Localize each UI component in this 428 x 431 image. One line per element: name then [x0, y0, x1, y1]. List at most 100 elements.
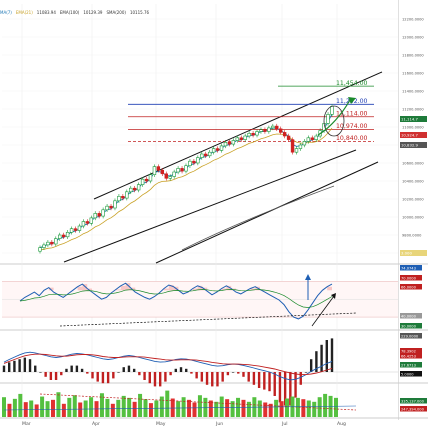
candle-down[interactable]	[144, 178, 149, 182]
candle-down[interactable]	[192, 160, 196, 164]
trend-channel-line[interactable]	[155, 161, 379, 264]
candle-down[interactable]	[97, 213, 101, 217]
candle-down[interactable]	[50, 241, 54, 245]
candle-up[interactable]	[69, 228, 74, 233]
candle-down[interactable]	[290, 139, 295, 153]
macd-histogram-bar	[138, 372, 141, 376]
candle-down[interactable]	[282, 132, 287, 137]
candle-down[interactable]	[215, 148, 220, 151]
candle-up[interactable]	[223, 142, 228, 147]
candle-up[interactable]	[113, 200, 117, 209]
candle-down[interactable]	[227, 142, 232, 145]
candle-down[interactable]	[73, 228, 78, 231]
candle-down[interactable]	[85, 221, 90, 224]
candle-up[interactable]	[298, 144, 303, 149]
candle-up[interactable]	[243, 135, 247, 140]
candle-up[interactable]	[38, 247, 42, 252]
candle-down[interactable]	[160, 169, 165, 175]
candle-up[interactable]	[176, 168, 180, 173]
candle-down[interactable]	[286, 135, 291, 140]
volume-tag-label: 247,394.000	[401, 407, 425, 411]
candle-down[interactable]	[109, 205, 113, 209]
candle-up[interactable]	[207, 151, 212, 157]
candle-down[interactable]	[156, 166, 161, 171]
rsi-trendline[interactable]	[59, 312, 357, 327]
trend-channel-line[interactable]	[93, 71, 383, 200]
candle-up[interactable]	[125, 191, 129, 199]
candle-down[interactable]	[133, 187, 137, 191]
macd-histogram-bar	[44, 372, 47, 377]
macd-histogram-bar	[18, 359, 21, 372]
candle-up[interactable]	[219, 145, 224, 151]
candle-up[interactable]	[129, 187, 133, 193]
candle-up[interactable]	[58, 234, 62, 239]
candle-down[interactable]	[279, 128, 283, 133]
candle-up[interactable]	[294, 148, 299, 153]
candle-down[interactable]	[61, 234, 66, 238]
candle-up[interactable]	[105, 205, 109, 211]
candle-up[interactable]	[148, 174, 153, 182]
macd-histogram-bar	[60, 372, 63, 376]
candle-up[interactable]	[172, 171, 176, 177]
candle-up[interactable]	[267, 127, 271, 132]
candle-up[interactable]	[101, 209, 105, 217]
candle-up[interactable]	[231, 140, 236, 145]
candle-up[interactable]	[93, 213, 97, 219]
candle-down[interactable]	[263, 129, 267, 132]
candle-up[interactable]	[152, 166, 157, 176]
candle-up[interactable]	[188, 160, 192, 166]
price-axis-tick: 11600.0000	[402, 72, 424, 76]
indicator-sma200-value: 10115.76	[129, 10, 150, 15]
candle-up[interactable]	[77, 225, 82, 231]
level-label-10840: 10,840.00	[336, 135, 368, 142]
candle-up[interactable]	[306, 137, 311, 142]
candle-up[interactable]	[211, 148, 216, 153]
candle-up[interactable]	[46, 241, 50, 246]
candle-down[interactable]	[310, 137, 314, 140]
candle-up[interactable]	[42, 244, 46, 248]
macd-tag	[400, 371, 422, 377]
candle-up[interactable]	[54, 238, 58, 245]
candle-down[interactable]	[239, 137, 243, 140]
price-tag-label: 3.000	[401, 251, 412, 256]
candle-up[interactable]	[140, 178, 145, 185]
candle-up[interactable]	[136, 184, 141, 191]
candle-up[interactable]	[330, 106, 334, 115]
volume-bar	[176, 401, 181, 417]
volume-bar	[170, 398, 175, 417]
candle-up[interactable]	[65, 232, 70, 238]
rsi-overbought-fill	[221, 288, 227, 291]
candle-down[interactable]	[251, 133, 255, 136]
candle-up[interactable]	[168, 176, 172, 179]
price-axis-tick: 10000.0000	[402, 216, 424, 220]
trend-channel-line[interactable]	[63, 149, 357, 263]
volume-bar	[285, 398, 290, 417]
candle-up[interactable]	[89, 217, 93, 224]
candle-up[interactable]	[184, 165, 188, 172]
candle-up[interactable]	[235, 137, 239, 141]
candle-up[interactable]	[196, 157, 200, 164]
candle-up[interactable]	[271, 125, 275, 129]
candle-up[interactable]	[326, 114, 330, 124]
candle-down[interactable]	[275, 125, 279, 130]
candle-down[interactable]	[180, 168, 184, 172]
candle-up[interactable]	[81, 221, 86, 227]
volume-trendline[interactable]	[39, 393, 357, 411]
candle-down[interactable]	[204, 153, 208, 157]
macd-histogram-bar	[148, 372, 151, 384]
candle-up[interactable]	[200, 153, 204, 158]
candle-up[interactable]	[255, 131, 259, 136]
candle-up[interactable]	[247, 133, 251, 137]
candle-up[interactable]	[302, 141, 307, 146]
volume-bar	[312, 401, 317, 417]
breakout-circle[interactable]	[323, 105, 345, 137]
candle-up[interactable]	[314, 135, 318, 140]
candle-down[interactable]	[164, 173, 168, 179]
candle-up[interactable]	[117, 196, 121, 202]
macd-histogram-bar	[117, 372, 120, 373]
candle-up[interactable]	[259, 129, 263, 132]
ema21-line	[39, 127, 333, 251]
candle-down[interactable]	[121, 196, 125, 199]
